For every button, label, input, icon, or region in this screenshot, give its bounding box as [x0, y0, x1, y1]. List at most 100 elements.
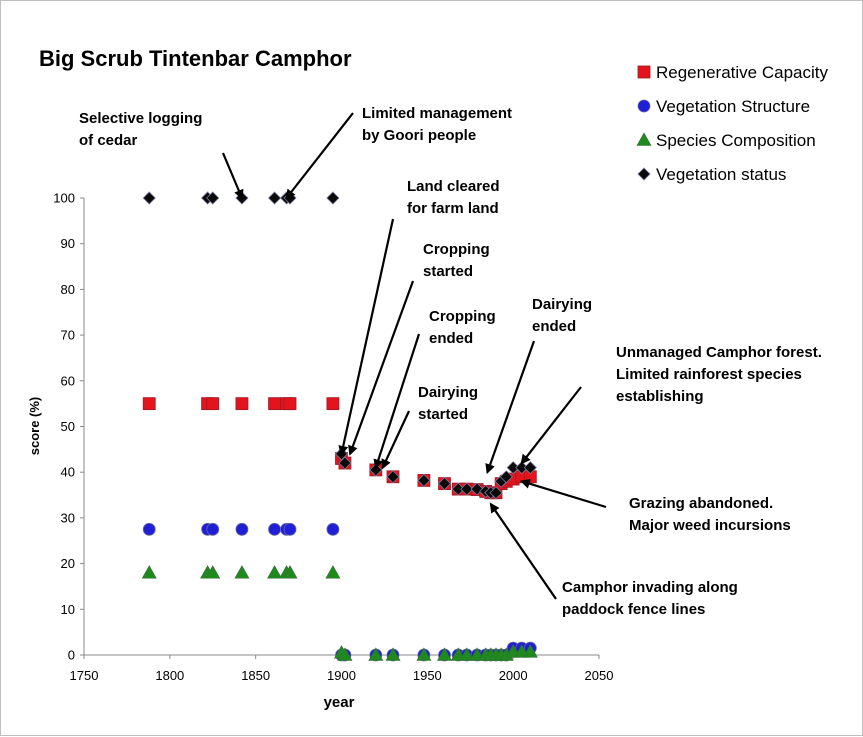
- data-point-diamond: [338, 456, 352, 470]
- legend-marker-diamond: [637, 167, 651, 181]
- data-point-square: [235, 397, 249, 411]
- annotation-arrow: [519, 478, 607, 509]
- data-point-triangle: [436, 647, 453, 661]
- x-axis-title: year: [324, 694, 355, 711]
- y-tick-label: 10: [61, 602, 75, 617]
- data-point-circle: [235, 522, 249, 536]
- data-point-square: [283, 397, 297, 411]
- data-point-diamond: [437, 477, 452, 491]
- data-point-diamond: [267, 191, 282, 205]
- data-point-diamond: [417, 473, 431, 487]
- legend-marker-triangle: [636, 132, 652, 146]
- legend-label: Species Composition: [656, 131, 816, 150]
- data-point-triangle: [385, 647, 401, 661]
- data-point-triangle: [368, 647, 384, 661]
- legend-marker-circle: [637, 99, 651, 113]
- data-point-triangle: [459, 647, 475, 661]
- annotation: Dairying started: [381, 384, 478, 470]
- annotation: Dairying ended: [485, 296, 592, 475]
- annotation-arrow: [489, 502, 557, 600]
- data-point-diamond: [386, 470, 400, 484]
- annotation: Camphor invading along paddock fence line…: [489, 502, 738, 618]
- annotation-text: Unmanaged Camphor forest.: [616, 344, 822, 361]
- annotation-text: Limited management: [362, 105, 512, 122]
- annotation-text: Dairying: [532, 296, 592, 313]
- annotation-text: Dairying: [418, 384, 478, 401]
- annotation-arrow: [485, 340, 536, 475]
- data-point-circle: [326, 522, 340, 536]
- data-point-diamond: [460, 482, 474, 496]
- data-point-circle: [268, 522, 281, 536]
- data-point-circle: [206, 522, 220, 536]
- x-tick-label: 1950: [413, 668, 442, 683]
- annotation-text: ended: [532, 318, 576, 335]
- data-point-triangle: [205, 565, 221, 579]
- annotation: Grazing abandoned. Major weed incursions: [519, 478, 791, 534]
- y-tick-label: 40: [61, 465, 75, 480]
- y-tick-label: 70: [61, 328, 75, 343]
- data-point-diamond: [206, 191, 220, 205]
- data-point-triangle: [141, 565, 157, 579]
- y-tick-labels: 0 10 20 30 40 50 60 70 80 90 100: [53, 191, 84, 663]
- data-point-square: [326, 397, 340, 411]
- data-point-diamond: [451, 482, 465, 496]
- annotation-arrow: [373, 333, 421, 470]
- annotation-text: establishing: [616, 388, 704, 405]
- annotation: Cropping ended: [373, 308, 496, 470]
- data-point-circle: [142, 522, 156, 536]
- legend-label: Regenerative Capacity: [656, 63, 828, 82]
- annotation: Limited management by Goori people: [285, 105, 512, 200]
- series-circle: [142, 522, 537, 662]
- legend-label: Vegetation status: [656, 165, 786, 184]
- annotation-text: for farm land: [407, 200, 499, 217]
- x-tick-label: 2050: [585, 668, 614, 683]
- annotation-text: Cropping: [429, 308, 496, 325]
- annotation-text: Major weed incursions: [629, 517, 791, 534]
- annotation-text: by Goori people: [362, 127, 476, 144]
- axes: [83, 198, 599, 656]
- annotation-text: paddock fence lines: [562, 601, 705, 618]
- annotation-text: started: [423, 263, 473, 280]
- x-tick-label: 2000: [499, 668, 528, 683]
- legend-label: Vegetation Structure: [656, 97, 810, 116]
- data-point-diamond: [326, 191, 340, 205]
- series-diamond: [142, 191, 537, 500]
- annotations: Selective logging of cedar Limited managem…: [79, 105, 822, 618]
- legend-marker-square: [637, 65, 651, 79]
- annotation: Land cleared for farm land: [338, 178, 500, 456]
- data-point-triangle: [267, 565, 283, 579]
- data-point-square: [206, 397, 220, 411]
- annotation-text: Selective logging: [79, 110, 202, 127]
- data-point-triangle: [282, 565, 298, 579]
- y-tick-label: 50: [61, 419, 75, 434]
- x-tick-labels: 1750 1800 1850 1900 1950 2000 2050: [70, 655, 614, 683]
- annotation-arrow: [348, 280, 415, 456]
- y-tick-label: 30: [61, 510, 75, 525]
- data-point-diamond: [499, 470, 513, 484]
- data-series: [141, 191, 538, 662]
- legend: Regenerative Capacity Vegetation Structur…: [636, 63, 828, 184]
- x-tick-label: 1900: [327, 668, 356, 683]
- annotation: Selective logging of cedar: [79, 110, 244, 200]
- y-tick-label: 20: [61, 556, 75, 571]
- x-tick-label: 1750: [70, 668, 99, 683]
- annotation-text: Grazing abandoned.: [629, 495, 773, 512]
- annotation-arrow: [520, 386, 582, 465]
- data-point-circle: [283, 522, 297, 536]
- chart-title: Big Scrub Tintenbar Camphor: [39, 46, 352, 71]
- annotation-text: Camphor invading along: [562, 579, 738, 596]
- data-point-diamond: [506, 461, 520, 475]
- y-tick-label: 80: [61, 282, 75, 297]
- y-axis-title: score (%): [27, 397, 42, 456]
- annotation-text: ended: [429, 330, 473, 347]
- annotation-arrow: [338, 218, 395, 456]
- annotation: Unmanaged Camphor forest. Limited rainfor…: [520, 344, 822, 465]
- data-point-triangle: [522, 644, 538, 658]
- annotation-arrow: [381, 410, 410, 470]
- data-point-triangle: [337, 647, 353, 661]
- annotation-text: Limited rainforest species: [616, 366, 802, 383]
- annotation-text: Land cleared: [407, 178, 500, 195]
- data-point-triangle: [325, 565, 341, 579]
- y-tick-label: 100: [53, 191, 75, 206]
